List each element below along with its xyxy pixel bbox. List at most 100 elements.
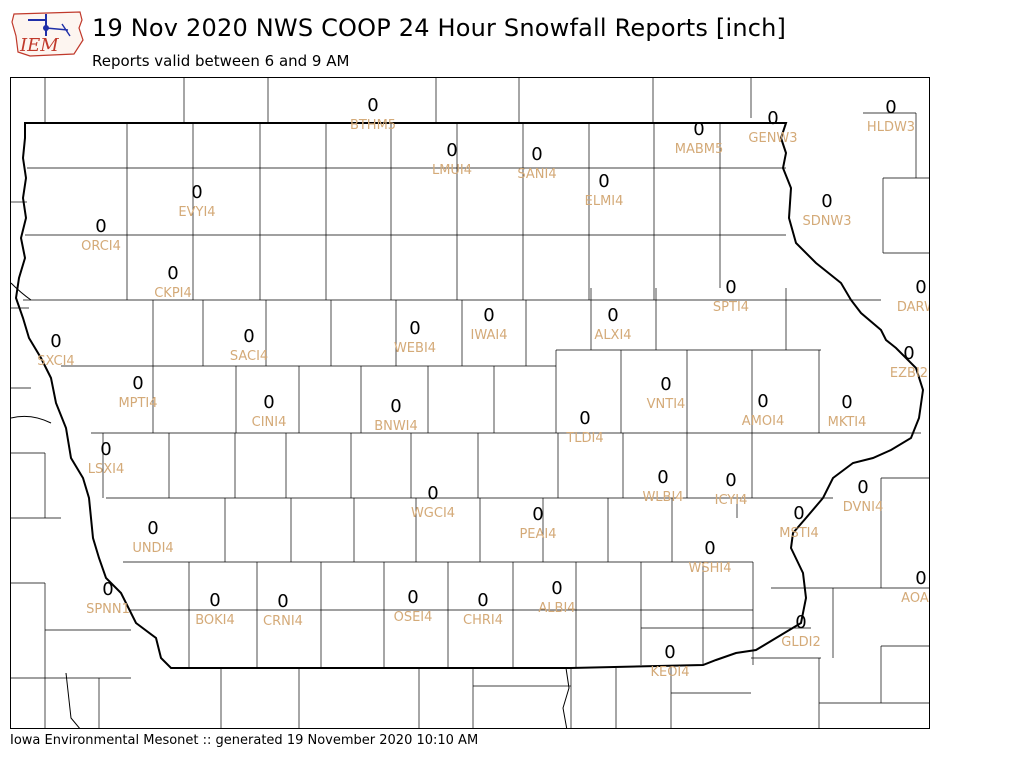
station-genw3: 0 GENW3 — [748, 108, 797, 146]
snowfall-value: 0 — [531, 144, 542, 165]
snowfall-value: 0 — [903, 343, 914, 364]
station-peai4: 0 PEAI4 — [519, 504, 556, 542]
station-id-label: OSEI4 — [394, 610, 433, 625]
iowa-county-lines — [23, 123, 921, 668]
snowfall-value: 0 — [598, 171, 609, 192]
snowfall-value: 0 — [277, 591, 288, 612]
snowfall-value: 0 — [767, 108, 778, 129]
snowfall-value: 0 — [885, 97, 896, 118]
snowfall-value: 0 — [409, 318, 420, 339]
station-id-label: LSXI4 — [88, 462, 125, 477]
map-title: 19 Nov 2020 NWS COOP 24 Hour Snowfall Re… — [92, 14, 787, 42]
station-id-label: VNTI4 — [647, 397, 686, 412]
station-elmi4: 0 ELMI4 — [585, 171, 624, 209]
station-id-label: WLBI4 — [642, 490, 683, 505]
station-id-label: SANI4 — [517, 167, 556, 182]
station-id-label: CINI4 — [252, 415, 287, 430]
station-msti4: 0 MSTI4 — [779, 503, 819, 541]
station-aoai2: 0 AOAI2 — [901, 568, 929, 606]
station-id-label: EZBI2 — [890, 366, 928, 381]
station-id-label: WSHI4 — [689, 561, 732, 576]
station-cini4: 0 CINI4 — [252, 392, 287, 430]
station-id-label: GENW3 — [748, 131, 797, 146]
station-webi4: 0 WEBI4 — [394, 318, 436, 356]
station-ckpi4: 0 CKPI4 — [154, 263, 192, 301]
snowfall-value: 0 — [607, 305, 618, 326]
snowfall-value: 0 — [821, 191, 832, 212]
station-id-label: SACI4 — [230, 349, 268, 364]
snowfall-value: 0 — [857, 477, 868, 498]
snowfall-value: 0 — [532, 504, 543, 525]
snowfall-value: 0 — [167, 263, 178, 284]
iowa-county-map: 0 BTHM5 0 GENW3 0 MABM5 0 HLDW3 0 LMUI4 0 SANI4 0 ELM… — [11, 78, 930, 728]
station-id-label: DARW3 — [897, 300, 930, 315]
snowfall-value: 0 — [191, 182, 202, 203]
station-undi4: 0 UNDI4 — [132, 518, 173, 556]
station-gldi2: 0 GLDI2 — [781, 612, 820, 650]
station-alxi4: 0 ALXI4 — [594, 305, 631, 343]
station-id-label: ORCI4 — [81, 239, 121, 254]
station-amoi4: 0 AMOI4 — [742, 391, 784, 429]
station-id-label: GLDI2 — [781, 635, 820, 650]
snowfall-value: 0 — [209, 590, 220, 611]
station-keoi4: 0 KEOI4 — [650, 642, 689, 680]
footer-credit: Iowa Environmental Mesonet :: generated … — [10, 733, 479, 748]
station-id-label: SPNN1 — [86, 602, 130, 617]
station-mkti4: 0 MKTI4 — [828, 392, 867, 430]
snowfall-value: 0 — [725, 277, 736, 298]
station-mabm5: 0 MABM5 — [675, 119, 724, 157]
station-id-label: DVNI4 — [843, 500, 884, 515]
snowfall-value: 0 — [795, 612, 806, 633]
station-darw3: 0 DARW3 — [897, 277, 930, 315]
station-bthm5: 0 BTHM5 — [350, 95, 396, 133]
iowa-state-border — [14, 122, 925, 669]
snowfall-value: 0 — [243, 326, 254, 347]
snowfall-value: 0 — [147, 518, 158, 539]
station-id-label: CHRI4 — [463, 613, 503, 628]
station-id-label: SXCI4 — [37, 354, 74, 369]
snowfall-value: 0 — [427, 483, 438, 504]
station-id-label: CKPI4 — [154, 286, 192, 301]
map-subtitle: Reports valid between 6 and 9 AM — [92, 52, 350, 70]
station-id-label: ICYI4 — [715, 493, 748, 508]
station-id-label: ALBI4 — [538, 601, 575, 616]
snowfall-value: 0 — [757, 391, 768, 412]
station-wlbi4: 0 WLBI4 — [642, 467, 683, 505]
station-ezbi2: 0 EZBI2 — [890, 343, 928, 381]
station-id-label: SPTI4 — [713, 300, 749, 315]
station-id-label: ALXI4 — [594, 328, 631, 343]
neighbor-county-lines — [11, 78, 929, 728]
snowfall-value: 0 — [95, 216, 106, 237]
snowfall-value: 0 — [132, 373, 143, 394]
station-id-label: ELMI4 — [585, 194, 624, 209]
snowfall-value: 0 — [841, 392, 852, 413]
station-id-label: BNWI4 — [374, 419, 418, 434]
station-chri4: 0 CHRI4 — [463, 590, 503, 628]
station-reports: 0 BTHM5 0 GENW3 0 MABM5 0 HLDW3 0 LMUI4 0 SANI4 0 ELM… — [37, 95, 930, 680]
snowfall-value: 0 — [551, 578, 562, 599]
station-id-label: MKTI4 — [828, 415, 867, 430]
snowfall-value: 0 — [102, 579, 113, 600]
station-id-label: KEOI4 — [650, 665, 689, 680]
iem-logo: IEM — [10, 6, 85, 60]
snowfall-value: 0 — [477, 590, 488, 611]
station-sani4: 0 SANI4 — [517, 144, 556, 182]
station-id-label: MABM5 — [675, 142, 724, 157]
station-id-label: PEAI4 — [519, 527, 556, 542]
snowfall-value: 0 — [915, 277, 926, 298]
station-vnti4: 0 VNTI4 — [647, 374, 686, 412]
station-bnwi4: 0 BNWI4 — [374, 396, 418, 434]
station-id-label: TLDI4 — [565, 431, 603, 446]
station-id-label: WEBI4 — [394, 341, 436, 356]
station-id-label: BTHM5 — [350, 118, 396, 133]
station-id-label: MPTI4 — [118, 396, 157, 411]
station-tldi4: 0 TLDI4 — [565, 408, 603, 446]
station-hldw3: 0 HLDW3 — [867, 97, 915, 135]
station-sxci4: 0 SXCI4 — [37, 331, 74, 369]
snowfall-value: 0 — [100, 439, 111, 460]
river-lines — [11, 282, 570, 728]
station-osei4: 0 OSEI4 — [394, 587, 433, 625]
station-saci4: 0 SACI4 — [230, 326, 268, 364]
station-id-label: SDNW3 — [802, 214, 851, 229]
station-id-label: IWAI4 — [471, 328, 508, 343]
